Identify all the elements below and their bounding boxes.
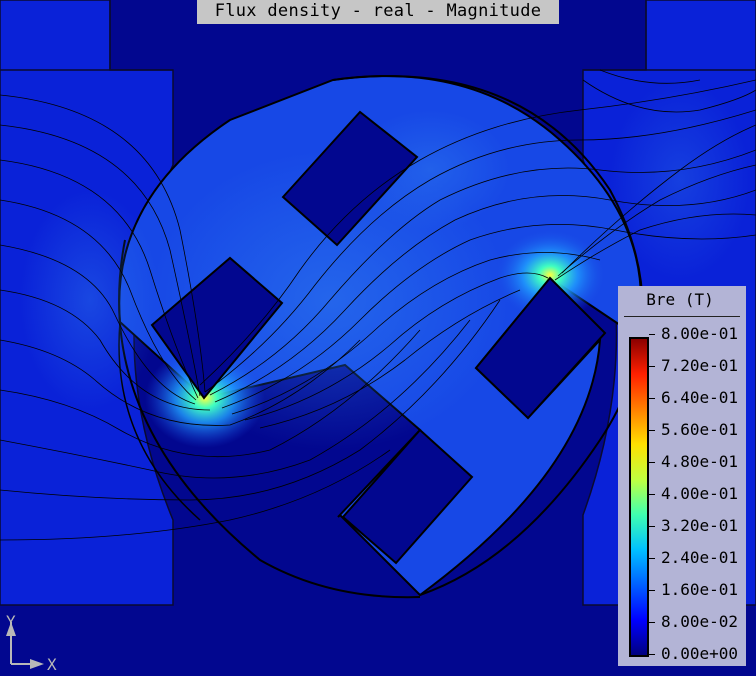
legend-tick-mark	[649, 398, 655, 399]
legend-tick-mark	[649, 590, 655, 591]
rotor-slots	[150, 110, 607, 565]
flux-lines	[0, 69, 756, 541]
legend-tick-label: 4.00e-01	[661, 484, 739, 503]
legend-tick-label: 1.60e-01	[661, 580, 739, 599]
legend-tick-mark	[649, 654, 655, 655]
legend-tick-label: 8.00e-01	[661, 324, 739, 343]
legend-tick-mark	[649, 366, 655, 367]
legend-tick-label: 7.20e-01	[661, 356, 739, 375]
legend-tick-mark	[649, 494, 655, 495]
legend-tick-mark	[649, 526, 655, 527]
legend-tick-label: 3.20e-01	[661, 516, 739, 535]
colorbar	[629, 337, 649, 657]
color-legend: Bre (T) 8.00e-01 7.20e-01 6.40e-01 5.60e-01…	[618, 286, 746, 666]
legend-tick-mark	[649, 558, 655, 559]
x-axis-label: X	[47, 655, 57, 674]
legend-tick-mark	[649, 622, 655, 623]
legend-tick-label: 4.80e-01	[661, 452, 739, 471]
axis-triad	[6, 622, 44, 669]
legend-title: Bre (T)	[646, 290, 714, 309]
legend-tick-mark	[649, 430, 655, 431]
legend-tick-label: 5.60e-01	[661, 420, 739, 439]
legend-tick-label: 2.40e-01	[661, 548, 739, 567]
legend-tick-label: 8.00e-02	[661, 612, 739, 631]
legend-tick-mark	[649, 462, 655, 463]
legend-divider	[624, 316, 740, 317]
legend-tick-label: 0.00e+00	[661, 644, 739, 663]
legend-tick-label: 6.40e-01	[661, 388, 739, 407]
legend-tick-mark	[649, 334, 655, 335]
plot-title: Flux density - real - Magnitude	[197, 0, 559, 24]
y-axis-label: Y	[6, 612, 16, 631]
